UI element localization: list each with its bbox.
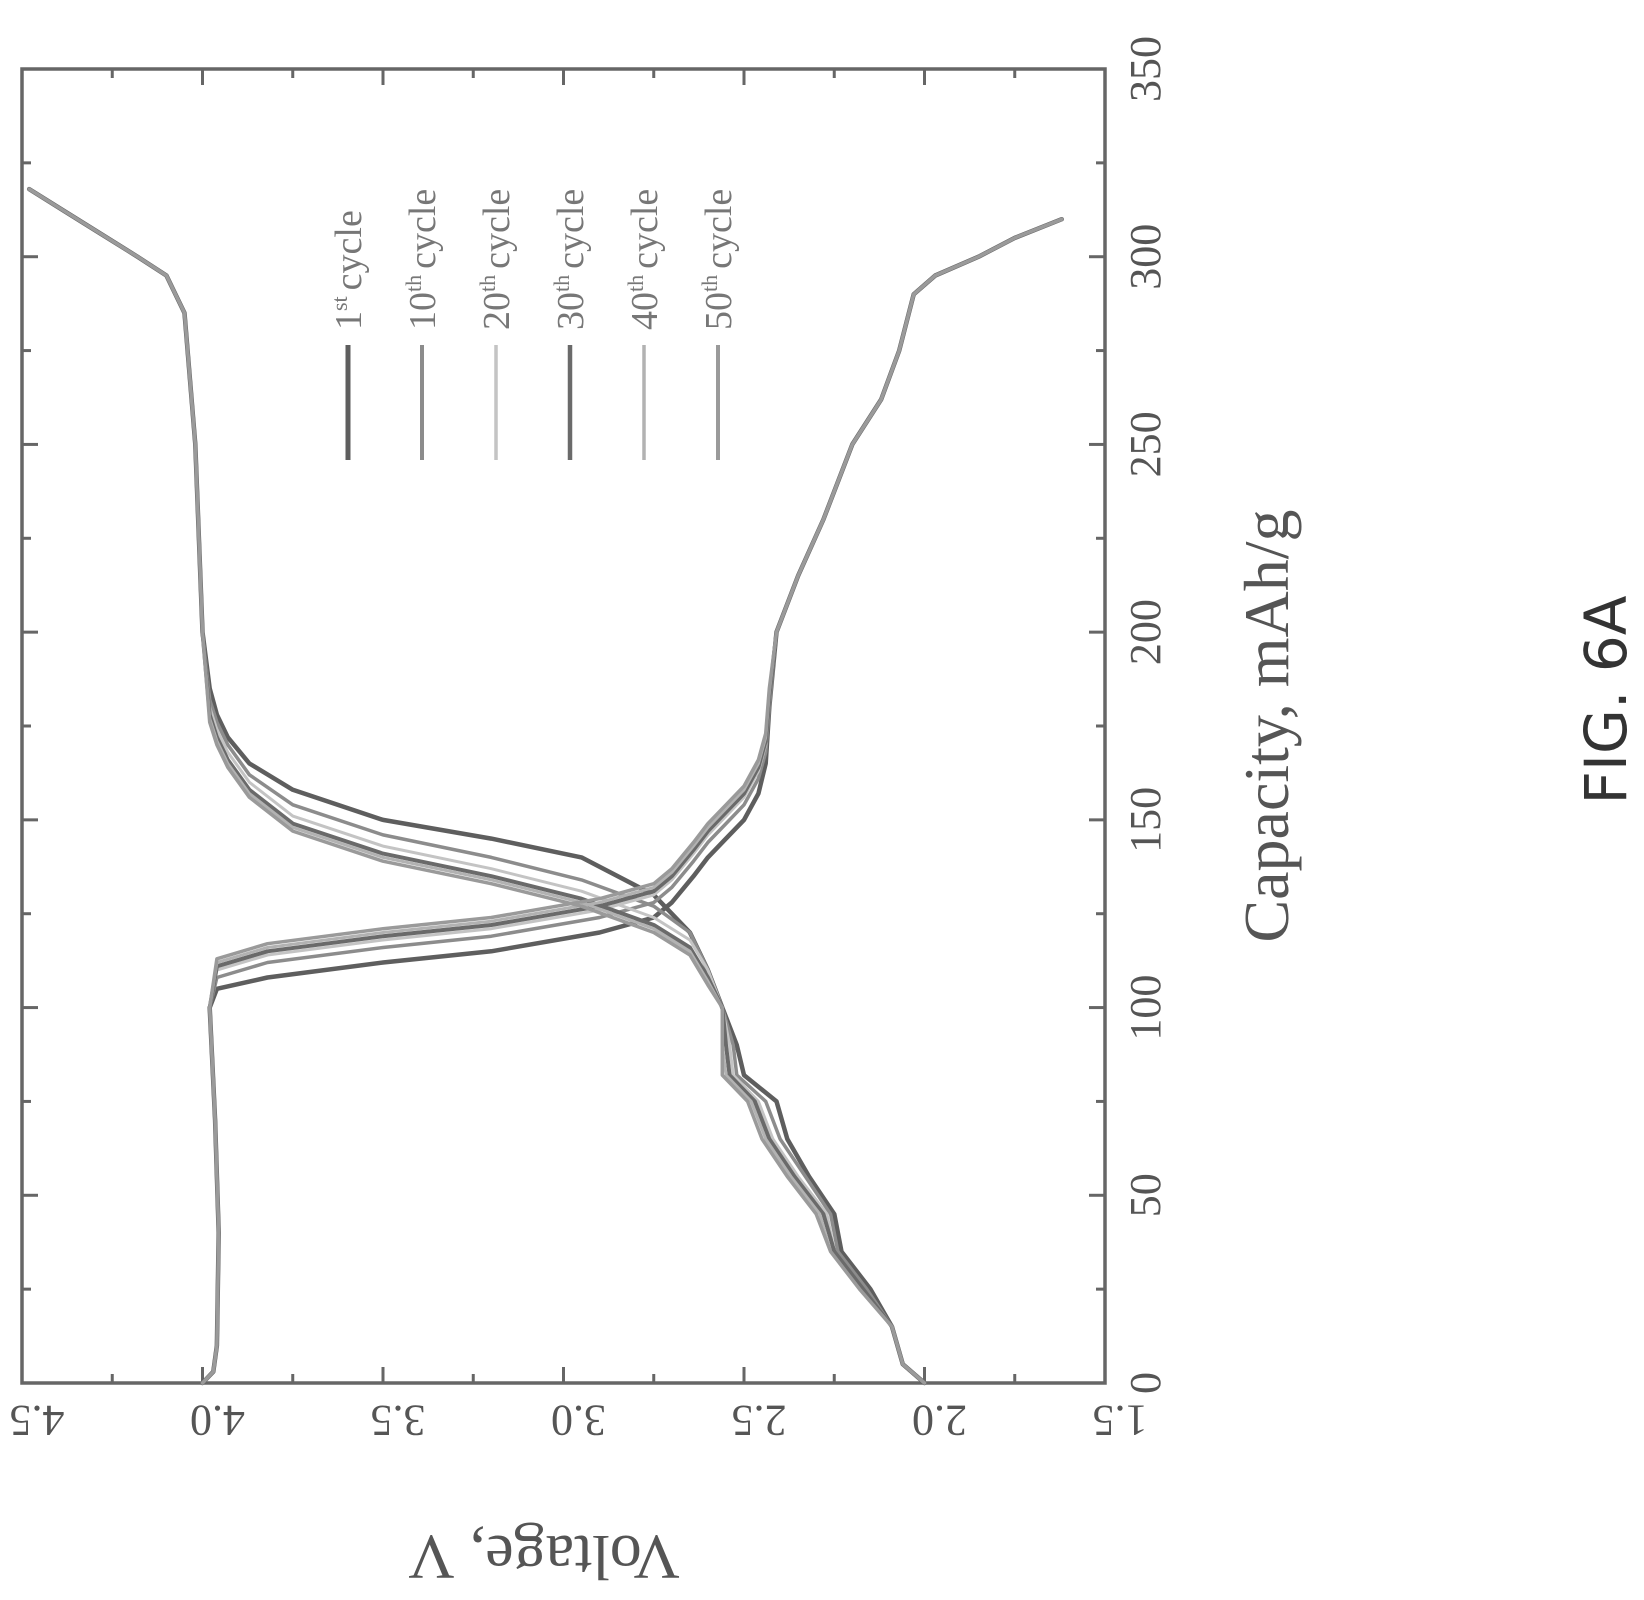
figure-label: FIG. 6A	[1572, 595, 1640, 804]
legend-label: 30th cycle	[549, 189, 592, 330]
legend-cycle-word: cycle	[550, 189, 592, 269]
legend-label: 1st cycle	[327, 210, 370, 330]
x-tick-label: 0	[1121, 1372, 1170, 1394]
legend-superscript: th	[549, 275, 574, 292]
y-tick-label: 2.5	[732, 1396, 787, 1445]
x-tick-label: 350	[1121, 36, 1170, 102]
legend-superscript: th	[475, 275, 500, 292]
axis-ticks	[20, 67, 1107, 1385]
legend-superscript: th	[697, 275, 722, 292]
legend-label: 10th cycle	[401, 189, 444, 330]
legend-label: 40th cycle	[623, 189, 666, 330]
legend-label: 20th cycle	[475, 189, 518, 330]
axis-tick-labels: 0501001502002503003501.52.02.53.03.54.04…	[10, 36, 1171, 1445]
legend-number: 1	[328, 311, 370, 330]
series-line-5-discharge	[27, 187, 926, 1385]
legend-superscript: th	[401, 275, 426, 292]
y-tick-label: 4.5	[10, 1396, 65, 1445]
legend-number: 50	[698, 292, 740, 330]
series-line-6-charge	[200, 217, 1064, 1385]
series-line-2-discharge	[27, 187, 927, 1385]
legend-number: 40	[624, 292, 666, 330]
legend-cycle-word: cycle	[476, 189, 518, 269]
y-axis-title: Voltage, V	[408, 1522, 679, 1593]
series-line-3-discharge	[27, 187, 926, 1385]
legend-cycle-word: cycle	[328, 210, 370, 290]
x-tick-label: 300	[1121, 224, 1170, 290]
legend-label: 50th cycle	[697, 189, 740, 330]
legend-cycle-word: cycle	[698, 189, 740, 269]
series-line-6-discharge	[27, 187, 927, 1385]
legend-cycle-word: cycle	[624, 189, 666, 269]
x-tick-label: 200	[1121, 599, 1170, 665]
legend-superscript: th	[623, 275, 648, 292]
x-axis-title: Capacity, mAh/g	[1231, 509, 1302, 942]
x-tick-label: 100	[1121, 975, 1170, 1041]
y-tick-label: 2.0	[912, 1396, 967, 1445]
y-tick-label: 4.0	[190, 1396, 245, 1445]
legend-cycle-word: cycle	[402, 189, 444, 269]
x-tick-label: 150	[1121, 787, 1170, 853]
legend-number: 10	[402, 292, 444, 330]
y-tick-label: 3.5	[371, 1396, 426, 1445]
legend-superscript: st	[327, 296, 352, 311]
legend-number: 20	[476, 292, 518, 330]
y-tick-label: 1.5	[1093, 1396, 1148, 1445]
x-tick-label: 50	[1121, 1173, 1170, 1217]
series-line-4-discharge	[27, 187, 927, 1385]
x-tick-label: 250	[1121, 411, 1170, 477]
legend: 1stcycle10thcycle20thcycle30thcycle40thc…	[327, 189, 740, 460]
legend-number: 30	[550, 292, 592, 330]
series-line-1-discharge	[26, 186, 927, 1386]
plot-series	[26, 186, 1064, 1386]
y-tick-label: 3.0	[551, 1396, 606, 1445]
